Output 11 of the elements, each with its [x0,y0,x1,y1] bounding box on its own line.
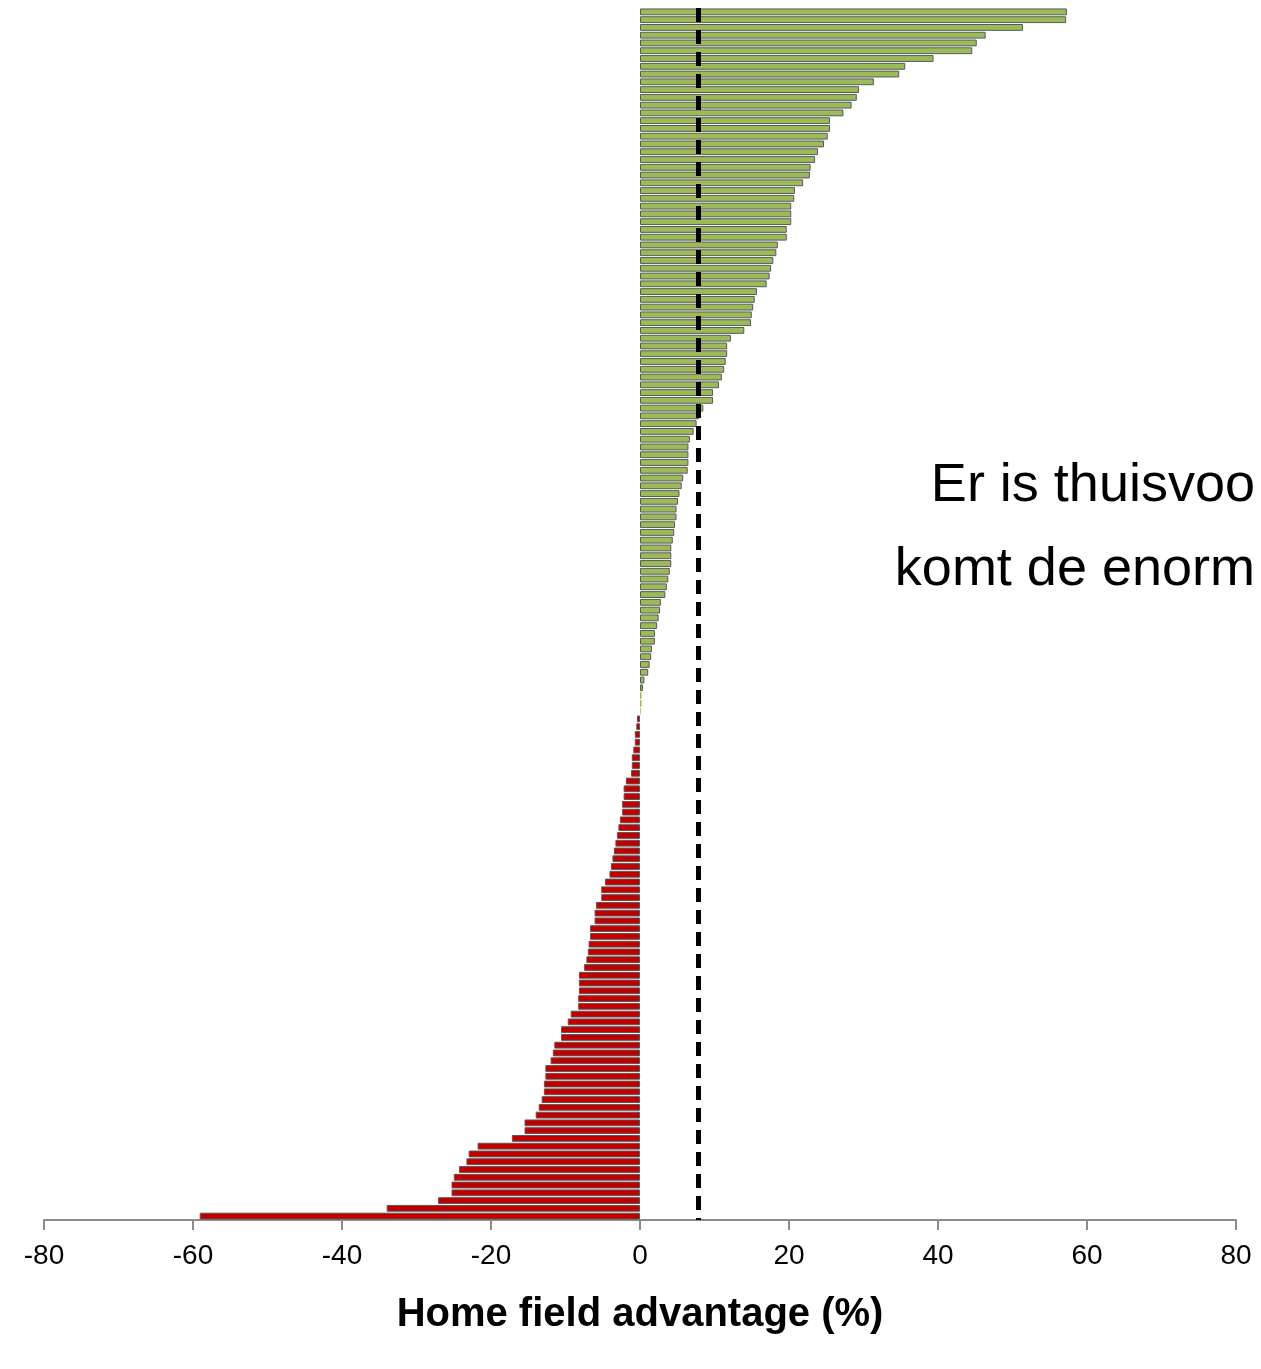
x-tick-label: 0 [632,1238,648,1270]
x-tick-label: -60 [172,1238,214,1270]
x-tick-label: 60 [1071,1238,1103,1270]
x-axis-title: Home field advantage (%) [396,1290,884,1334]
x-tick-label: 20 [773,1238,805,1270]
x-tick-label: -20 [470,1238,512,1270]
x-tick-label: -40 [321,1238,363,1270]
x-tick-label: -80 [23,1238,65,1270]
x-tick-label: 40 [922,1238,954,1270]
annotation: Er is thuisvoo komt de enorm [894,452,1255,596]
x-tick-label: 80 [1220,1238,1252,1270]
